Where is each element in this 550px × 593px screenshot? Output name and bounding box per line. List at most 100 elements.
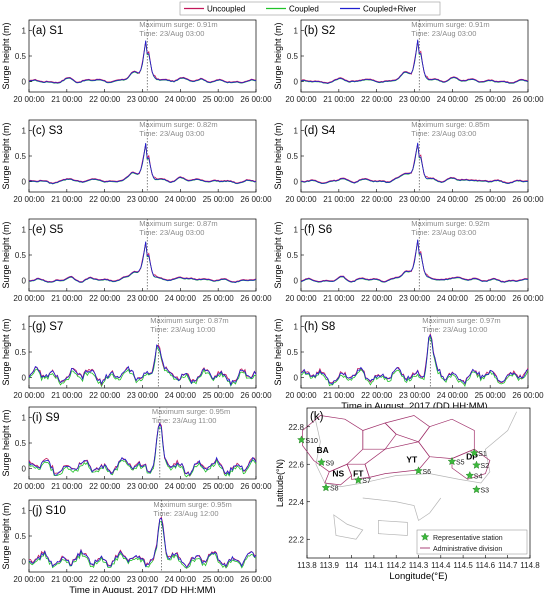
station-marker [354, 475, 363, 484]
station-marker [447, 456, 457, 466]
y-tick-label: 1 [22, 413, 27, 422]
x-tick-label: 21 00:00 [323, 95, 355, 104]
y-tick-label: 0.5 [15, 532, 27, 541]
max-surge-time-annotation: Time: 23/Aug 11:00 [152, 416, 217, 425]
map-x-tick-label: 114.8 [520, 561, 540, 570]
x-tick-label: 23 00:00 [127, 294, 159, 303]
map-y-tick-label: 22.2 [288, 535, 304, 544]
x-tick-label: 26 00:00 [240, 482, 272, 491]
x-tick-label: 22 00:00 [89, 482, 121, 491]
y-tick-label: 0.5 [15, 348, 27, 357]
y-tick-label: 1 [22, 322, 27, 331]
series-coupled-line [28, 521, 257, 569]
x-tick-label: 23 00:00 [399, 95, 431, 104]
series-coupled-river-line [28, 40, 257, 84]
x-tick-label: 26 00:00 [240, 195, 272, 204]
x-tick-label: 23 00:00 [399, 391, 431, 400]
x-tick-label: 26 00:00 [240, 95, 272, 104]
x-tick-label: 24 00:00 [437, 294, 469, 303]
map-y-tick-label: 22.4 [288, 498, 304, 507]
x-tick-label: 22 00:00 [89, 391, 121, 400]
map-x-tick-label: 114.4 [431, 561, 451, 570]
x-tick-label: 23 00:00 [127, 482, 159, 491]
station-marker [414, 466, 423, 475]
x-tick-label: 22 00:00 [89, 294, 121, 303]
x-tick-label: 20 00:00 [285, 391, 317, 400]
x-tick-label: 26 00:00 [512, 195, 544, 204]
y-tick-label: 0 [22, 465, 27, 474]
x-tick-label: 21 00:00 [323, 294, 355, 303]
y-tick-label: 1 [22, 26, 27, 35]
map-x-tick-label: 114.3 [409, 561, 429, 570]
series-coupled-line [28, 345, 257, 388]
x-tick-label: 20 00:00 [285, 294, 317, 303]
x-tick-label: 21 00:00 [51, 575, 83, 584]
map-x-tick-label: 114.2 [386, 561, 406, 570]
x-tick-label: 21 00:00 [323, 391, 355, 400]
x-tick-label: 25 00:00 [203, 575, 235, 584]
x-tick-label: 26 00:00 [240, 391, 272, 400]
series-coupled-river-line [300, 142, 528, 184]
x-tick-label: 26 00:00 [240, 575, 272, 584]
max-surge-time-annotation: Time: 23/Aug 10:00 [150, 325, 215, 334]
time-series-panels: 0 0.5 1 20 00:00 21 00:00 22 00:00 23 00:00 24 … [1, 19, 544, 593]
y-tick-label: 1 [22, 225, 27, 234]
map-y-tick-label: 22.6 [288, 460, 304, 469]
map-legend-division-label: Administrative division [433, 546, 502, 553]
series-coupled-river-line [28, 422, 257, 476]
x-tick-label: 21 00:00 [51, 294, 83, 303]
panel-2: 0 0.5 1 20 00:00 21 00:00 22 00:00 23 00:00 24 … [273, 19, 544, 104]
max-surge-annotation: Maximum surge: 0.85m [411, 120, 489, 129]
legend-label-1: Uncoupled [207, 5, 245, 14]
x-tick-label: 25 00:00 [203, 195, 235, 204]
administrative-division-2 [324, 463, 353, 486]
coastline-4 [362, 497, 442, 522]
panel-8: 0 0.5 1 20 00:00 21 00:00 22 00:00 23 00:00 24 … [273, 315, 544, 412]
y-tick-label: 0 [22, 277, 27, 286]
series-coupled-line [28, 427, 257, 478]
district-label: NS [332, 468, 344, 478]
y-axis-label: Surge height (m) [1, 122, 11, 189]
x-tick-label: 26 00:00 [512, 294, 544, 303]
x-tick-label: 20 00:00 [13, 95, 45, 104]
max-surge-time-annotation: Time: 23/Aug 03:00 [139, 129, 204, 138]
series-coupled-river-line [28, 241, 257, 283]
x-tick-label: 24 00:00 [165, 195, 197, 204]
legend-label-2: Coupled [289, 5, 319, 14]
map-x-tick-label: 114.5 [453, 561, 473, 570]
map-x-tick-label: 113.8 [297, 561, 317, 570]
station-label: S10 [305, 438, 318, 445]
y-axis-label: Surge height (m) [273, 22, 283, 89]
y-tick-label: 0.5 [15, 52, 27, 61]
y-axis-label: Surge height (m) [1, 318, 11, 385]
x-tick-label: 25 00:00 [203, 482, 235, 491]
x-tick-label: 25 00:00 [203, 95, 235, 104]
y-tick-label: 1 [22, 506, 27, 515]
x-tick-label: 20 00:00 [13, 195, 45, 204]
x-tick-label: 22 00:00 [361, 95, 393, 104]
max-surge-annotation: Maximum surge: 0.92m [411, 219, 489, 228]
x-tick-label: 22 00:00 [89, 195, 121, 204]
station-map-panel: BA NS FT YT DP S1 S2 S3 S4 S5 S6 S7 S8 S9 S10 113.8 113.… [275, 407, 540, 582]
station-label: S7 [362, 478, 371, 485]
station-marker [472, 485, 481, 494]
y-tick-label: 0 [294, 78, 299, 87]
station-label: S6 [423, 469, 432, 476]
station-label: S1 [478, 451, 487, 458]
station-label: S8 [330, 486, 339, 493]
coastline-1 [313, 411, 517, 488]
panel-5: 0 0.5 1 20 00:00 21 00:00 22 00:00 23 00:00 24 … [1, 218, 272, 303]
x-tick-label: 24 00:00 [437, 391, 469, 400]
max-surge-time-annotation: Time: 23/Aug 03:00 [139, 29, 204, 38]
x-tick-label: 21 00:00 [51, 391, 83, 400]
panel-label: (i) S9 [32, 412, 59, 424]
x-tick-label: 24 00:00 [165, 391, 197, 400]
max-surge-annotation: Maximum surge: 0.91m [139, 20, 217, 29]
y-axis-label: Surge height (m) [273, 318, 283, 385]
max-surge-annotation: Maximum surge: 0.97m [422, 316, 500, 325]
x-tick-label: 23 00:00 [399, 294, 431, 303]
max-surge-time-annotation: Time: 23/Aug 12:00 [153, 509, 218, 518]
x-tick-label: 20 00:00 [285, 95, 317, 104]
map-legend-station-icon [420, 532, 430, 541]
x-tick-label: 21 00:00 [51, 195, 83, 204]
